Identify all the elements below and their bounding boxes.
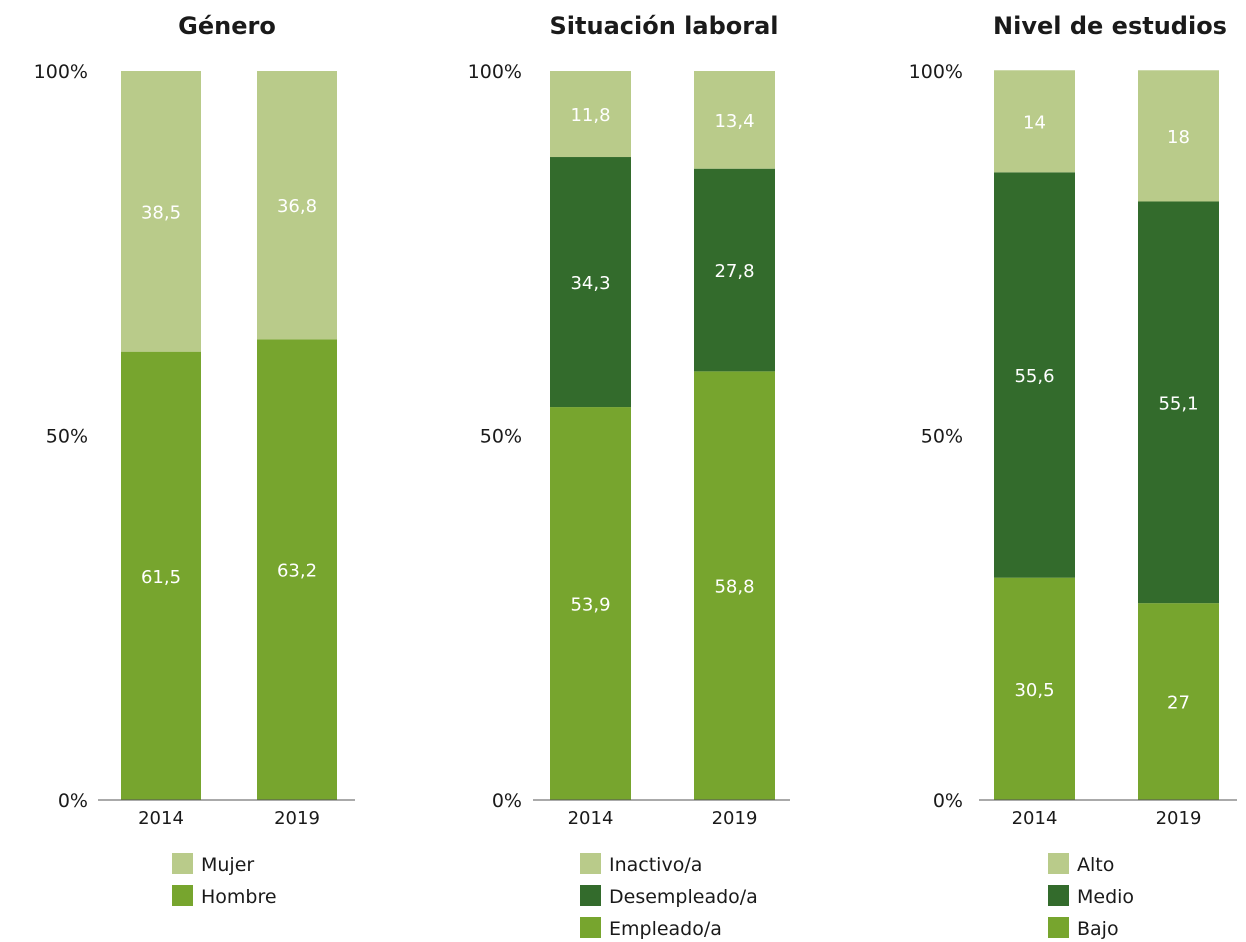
legend-label: Alto [1077,854,1114,876]
x-tick-label: 2014 [138,808,184,829]
bar-segment-mujer [257,71,337,340]
bar-segment-inactivo-a [694,71,775,169]
legend-label: Bajo [1077,918,1119,940]
bar-segment-mujer [121,71,201,352]
data-label: 14 [1023,112,1046,133]
data-label: 58,8 [714,577,754,598]
legend-swatch [580,917,601,938]
legend-swatch [580,885,601,906]
bar-segment-desempleado-a [550,157,631,408]
chart-title: Situación laboral [550,12,779,40]
y-tick-label: 100% [468,61,522,83]
data-label: 11,8 [570,105,610,126]
legend-label: Mujer [201,854,254,876]
bar-segment-alto [1138,70,1219,202]
data-label: 18 [1167,127,1190,148]
legend-label: Inactivo/a [609,854,702,876]
legend-swatch [172,885,193,906]
x-tick-label: 2019 [274,808,320,829]
x-tick-label: 2014 [568,808,614,829]
data-label: 63,2 [277,561,317,582]
bar-segment-hombre [121,351,201,800]
x-tick-label: 2014 [1012,808,1058,829]
data-label: 61,5 [141,567,181,588]
bar-segment-inactivo-a [550,71,631,158]
bar-segment-hombre [257,339,337,800]
bar-segment-medio [1138,201,1219,604]
x-tick-label: 2019 [1156,808,1202,829]
bar-segment-bajo [994,577,1075,800]
bar-segment-desempleado-a [694,168,775,372]
data-label: 38,5 [141,202,181,223]
y-tick-label: 100% [34,61,88,83]
legend-label: Hombre [201,886,277,908]
legend-swatch [172,853,193,874]
bar-segment-alto [994,70,1075,173]
data-label: 36,8 [277,196,317,217]
y-tick-label: 50% [46,426,88,448]
legend-swatch [1048,885,1069,906]
legend-swatch [1048,917,1069,938]
legend-label: Medio [1077,886,1134,908]
bar-segment-empleado-a [694,371,775,800]
data-label: 53,9 [570,595,610,616]
bar-segment-empleado-a [550,407,631,800]
chart-title: Nivel de estudios [993,12,1227,40]
bar-segment-bajo [1138,603,1219,800]
legend-label: Desempleado/a [609,886,758,908]
y-tick-label: 0% [933,790,963,812]
chart-title: Género [178,12,276,40]
data-label: 27 [1167,693,1190,714]
legend-label: Empleado/a [609,918,722,940]
bar-segment-medio [994,172,1075,578]
data-label: 30,5 [1014,680,1054,701]
y-tick-label: 0% [58,790,88,812]
y-tick-label: 50% [921,426,963,448]
y-tick-label: 50% [480,426,522,448]
data-label: 55,6 [1014,366,1054,387]
legend-swatch [580,853,601,874]
data-label: 55,1 [1158,393,1198,414]
x-tick-label: 2019 [712,808,758,829]
data-label: 13,4 [714,111,754,132]
legend-swatch [1048,853,1069,874]
y-tick-label: 0% [492,790,522,812]
data-label: 27,8 [714,261,754,282]
data-label: 34,3 [570,273,610,294]
y-tick-label: 100% [909,61,963,83]
